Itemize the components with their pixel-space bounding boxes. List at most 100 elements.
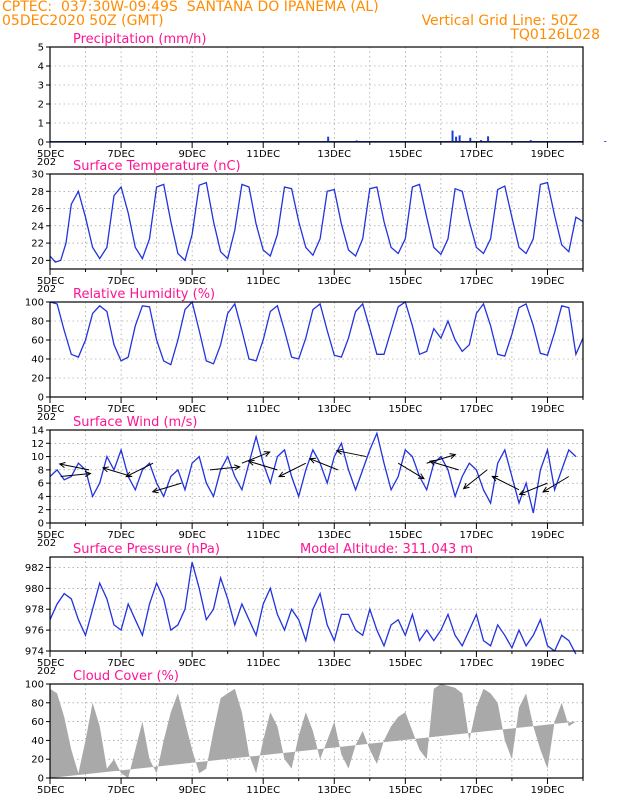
rh-xtick-label: 5DEC (37, 404, 64, 415)
pressure-xtick-label: 9DEC (178, 658, 205, 669)
precip-xtick-label: 17DEC (460, 149, 494, 160)
wind-arrow-head (491, 475, 499, 482)
precip-ytick-label: 3 (38, 81, 44, 92)
precip-frame (49, 46, 584, 143)
wind-arrow-head (449, 453, 457, 460)
precip-year-label: 202 (37, 157, 56, 168)
cloud-xtick-label: 17DEC (460, 785, 494, 796)
precip-xtick-label: 7DEC (107, 149, 134, 160)
wind-arrow (60, 473, 91, 477)
pressure-ytick-label: 980 (25, 584, 44, 595)
rh-year-label: 202 (37, 412, 56, 423)
wind-arrow (59, 463, 90, 471)
precip-xtick-label: 15DEC (388, 149, 422, 160)
pressure-ytick-label: 978 (25, 605, 44, 616)
wind-series-line (49, 431, 577, 514)
temp-year-label: 202 (37, 284, 56, 295)
cloud-xtick-label: 9DEC (178, 785, 205, 796)
temp-xtick-label: 11DEC (246, 276, 280, 287)
rh-xtick-label: 17DEC (460, 404, 494, 415)
cloud-xtick-label: 13DEC (317, 785, 351, 796)
temp-ytick-label: 28 (31, 187, 44, 198)
wind-arrow (209, 466, 240, 471)
wind-arrow-head (247, 459, 255, 466)
cloud-xtick-label: 5DEC (37, 785, 64, 796)
pressure-xtick-label: 7DEC (107, 658, 134, 669)
precip-xtick-label: 9DEC (178, 149, 205, 160)
header-model-code: TQ0126L028 (510, 27, 600, 43)
rh-title: Relative Humidity (%) (73, 287, 215, 302)
cloud-ytick-label: 20 (31, 755, 44, 766)
wind-arrow-head (263, 451, 271, 457)
wind-arrow (241, 451, 270, 464)
wind-arrow (397, 462, 425, 480)
cloud-xtick-label: 19DEC (531, 785, 565, 796)
temp-xtick-label: 15DEC (388, 276, 422, 287)
precip-ytick-label: 2 (38, 100, 44, 111)
wind-arrow-head (277, 471, 286, 478)
cloud-ytick-label: 100 (25, 680, 44, 691)
wind-arrow-head (233, 464, 241, 471)
cloud-ytick-label: 60 (31, 717, 44, 728)
wind-xtick-label: 9DEC (178, 530, 205, 541)
wind-xtick-label: 17DEC (460, 530, 494, 541)
precip-bar (458, 135, 461, 142)
pressure-frame (49, 556, 584, 652)
rh-xtick-label: 13DEC (317, 404, 351, 415)
rh-frame (49, 301, 584, 398)
rh-ytick-label: 0 (38, 393, 44, 404)
temp-ytick-label: 24 (31, 221, 44, 232)
cloud-xtick-label: 7DEC (107, 785, 134, 796)
wind-arrow (278, 462, 307, 478)
cloud-area (50, 684, 576, 778)
wind-xtick-label: 7DEC (107, 530, 134, 541)
rh-xtick-label: 7DEC (107, 404, 134, 415)
wind-arrow-head (58, 461, 66, 468)
wind-arrow (542, 476, 570, 493)
wind-ytick-label: 2 (38, 505, 44, 516)
wind-arrow-head (335, 448, 343, 455)
pressure-ytick-label: 974 (25, 647, 44, 658)
wind-arrow-head (151, 487, 159, 494)
wind-ytick-label: 8 (38, 465, 44, 476)
precip-bar (487, 136, 490, 142)
wind-arrow-head (428, 459, 436, 466)
rh-xtick-label: 11DEC (246, 404, 280, 415)
pressure-ytick-label: 982 (25, 563, 44, 574)
temp-ytick-label: 22 (31, 239, 44, 250)
wind-ytick-label: 4 (38, 492, 44, 503)
wind-arrow-head (101, 466, 109, 473)
precip-bar (604, 141, 607, 142)
wind-arrow (463, 469, 488, 489)
temp-xtick-label: 9DEC (178, 276, 205, 287)
pressure-xtick-label: 11DEC (246, 658, 280, 669)
pressure-title: Surface Pressure (hPa) (73, 542, 220, 557)
precip-bar (469, 137, 472, 142)
wind-arrow-head (542, 486, 550, 493)
precip-ytick-label: 0 (38, 138, 44, 149)
wind-arrow (248, 460, 278, 471)
wind-xtick-label: 15DEC (388, 530, 422, 541)
temp-xtick-label: 5DEC (37, 276, 64, 287)
pressure-xtick-label: 17DEC (460, 658, 494, 669)
header-run-date: 05DEC2020 50Z (GMT) (2, 13, 164, 29)
wind-arrow (519, 482, 548, 495)
temp-ytick-label: 30 (31, 170, 44, 181)
wind-ytick-label: 6 (38, 479, 44, 490)
temp-ytick-label: 20 (31, 256, 44, 267)
wind-arrow-head (518, 489, 526, 496)
temp-ytick-label: 26 (31, 204, 44, 215)
rh-xtick-label: 9DEC (178, 404, 205, 415)
pressure-xtick-label: 15DEC (388, 658, 422, 669)
rh-series-line (49, 300, 584, 366)
wind-year-label: 202 (37, 538, 56, 549)
wind-arrow-head (308, 457, 316, 464)
wind-arrow-head (125, 471, 133, 478)
wind-arrow (491, 475, 520, 491)
header-location: CPTEC: 037:30W-09:49S SANTANA DO IPANEMA… (2, 0, 379, 15)
rh-ytick-label: 100 (25, 298, 44, 309)
pressure-annotation: Model Altitude: 311.043 m (300, 542, 473, 557)
wind-arrow-head (462, 482, 470, 490)
pressure-series-line (49, 562, 577, 655)
